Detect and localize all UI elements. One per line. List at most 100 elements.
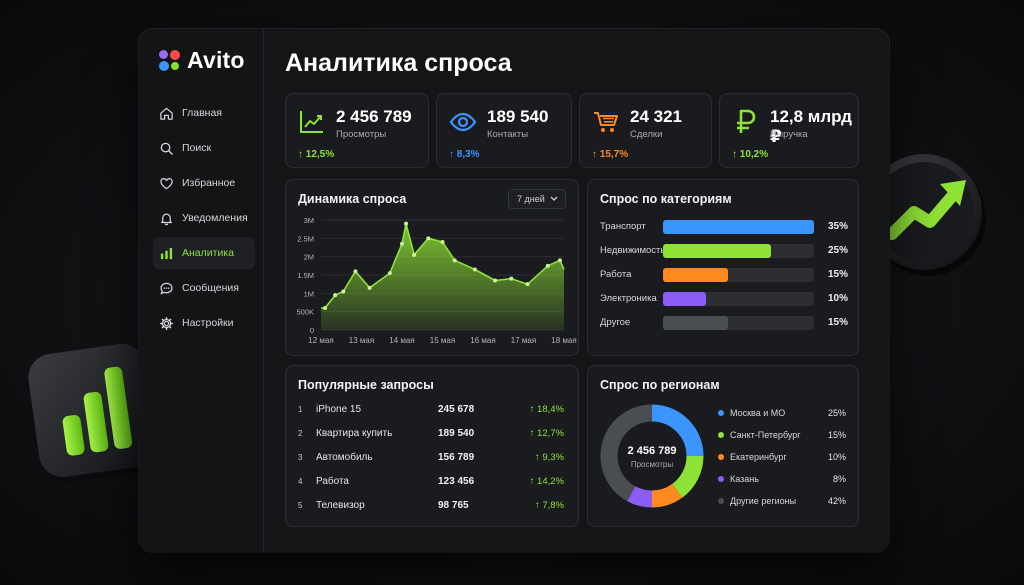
query-row[interactable]: 2 Квартира купить 189 540 ↑ 12,7% <box>298 427 564 443</box>
category-percent: 25% <box>827 245 848 256</box>
legend-dot <box>718 410 724 416</box>
query-row[interactable]: 3 Автомобиль 156 789 ↑ 9,3% <box>298 451 564 467</box>
region-name: Казань <box>730 474 759 484</box>
kpi-label: Сделки <box>630 129 663 140</box>
data-point <box>404 221 409 226</box>
x-tick-label: 17 мая <box>511 336 536 345</box>
region-percent: 25% <box>827 408 846 418</box>
x-tick-label: 15 мая <box>430 336 455 345</box>
donut-slice <box>671 455 704 498</box>
sidebar-nav: Главная Поиск Избранное Уведомления Анал… <box>153 97 255 342</box>
category-name: Работа <box>600 269 632 280</box>
kpi-card-revenue[interactable]: 12,8 млрд ₽ Выручка ↑ 10,2% <box>719 93 859 168</box>
category-row: Работа 15% <box>600 268 848 282</box>
data-point <box>493 278 498 283</box>
data-point <box>323 306 328 310</box>
sidebar-item-analytics[interactable]: Аналитика <box>153 237 255 269</box>
data-point <box>509 276 514 281</box>
card-title: Динамика спроса <box>298 192 407 206</box>
data-point <box>387 271 392 276</box>
category-name: Транспорт <box>600 221 646 232</box>
category-row: Другое 15% <box>600 316 848 330</box>
x-tick-label: 18 мая <box>551 336 576 345</box>
donut-slice <box>627 485 653 508</box>
kpi-change: ↑ 12,5% <box>298 149 335 160</box>
kpi-card-deals[interactable]: 24 321 Сделки ↑ 15,7% <box>579 93 712 168</box>
sidebar-item-label: Аналитика <box>182 247 234 259</box>
kpi-change: ↑ 10,2% <box>732 149 769 160</box>
cart-icon <box>594 112 618 132</box>
query-rank: 1 <box>298 405 303 414</box>
region-percent: 10% <box>827 452 846 462</box>
query-row[interactable]: 1 iPhone 15 245 678 ↑ 18,4% <box>298 403 564 419</box>
category-bar-track <box>663 268 814 282</box>
kpi-value: 2 456 789 <box>336 107 412 126</box>
sidebar-item-home[interactable]: Главная <box>153 97 255 129</box>
query-growth: ↑ 12,7% <box>529 428 564 439</box>
region-name: Другие регионы <box>730 496 797 506</box>
eye-icon <box>449 112 477 132</box>
query-growth: ↑ 7,8% <box>534 500 564 511</box>
demand-chart-card: Динамика спроса 7 дней 3M 2.5M 2M 1.5M 1M 500… <box>285 179 579 356</box>
region-percent: 8% <box>832 474 846 484</box>
query-row[interactable]: 5 Телевизор 98 765 ↑ 7,8% <box>298 499 564 515</box>
gear-icon <box>159 316 174 330</box>
data-point <box>341 289 346 294</box>
area-fill <box>321 223 564 330</box>
chevron-down-icon <box>550 196 558 201</box>
donut-slice <box>651 483 683 508</box>
category-bar <box>663 220 814 234</box>
category-bar <box>663 316 728 330</box>
kpi-label: Выручка <box>770 129 808 140</box>
sidebar-item-search[interactable]: Поиск <box>153 132 255 164</box>
query-text: iPhone 15 <box>316 404 362 415</box>
card-title: Популярные запросы <box>298 378 434 392</box>
app-window: Avito Главная Поиск Избранное Уведомлени… <box>139 29 889 552</box>
sidebar-item-label: Сообщения <box>182 282 239 294</box>
trend-up-icon <box>300 111 323 133</box>
main-content: Аналитика спроса 2 456 789 Просмотры ↑ 1… <box>265 29 889 552</box>
category-bar-track <box>663 244 814 258</box>
brand-logo[interactable]: Avito <box>159 47 245 74</box>
legend-dot <box>718 476 724 482</box>
category-row: Транспорт 35% <box>600 220 848 234</box>
category-row: Электроника 10% <box>600 292 848 306</box>
category-percent: 35% <box>827 221 848 232</box>
query-row[interactable]: 4 Работа 123 456 ↑ 14,2% <box>298 475 564 491</box>
sidebar-item-label: Уведомления <box>182 212 248 224</box>
sidebar-item-label: Главная <box>182 107 222 119</box>
kpi-value: 24 321 <box>630 107 682 126</box>
kpi-card-contacts[interactable]: 189 540 Контакты ↑ 8,3% <box>436 93 572 168</box>
category-bar <box>663 244 771 258</box>
query-text: Работа <box>316 476 349 487</box>
donut-center-label: Просмотры <box>630 460 674 469</box>
region-name: Москва и МО <box>730 408 786 418</box>
y-tick-label: 1.5M <box>297 271 314 280</box>
data-point <box>412 252 417 257</box>
sidebar-item-favorites[interactable]: Избранное <box>153 167 255 199</box>
bar-chart-icon <box>160 247 173 259</box>
category-name: Недвижимость <box>600 245 666 256</box>
brand-name: Avito <box>187 47 245 73</box>
sidebar: Avito Главная Поиск Избранное Уведомлени… <box>139 29 264 552</box>
sidebar-item-notifications[interactable]: Уведомления <box>153 202 255 234</box>
sidebar-item-messages[interactable]: Сообщения <box>153 272 255 304</box>
x-tick-label: 12 мая <box>308 336 333 345</box>
donut-slice <box>600 404 653 502</box>
bar-chart-badge-icon <box>28 343 162 483</box>
region-name: Екатеринбург <box>730 452 787 462</box>
legend-dot <box>718 454 724 460</box>
category-row: Недвижимость 25% <box>600 244 848 258</box>
category-name: Электроника <box>600 293 657 304</box>
data-point <box>545 263 550 268</box>
period-select[interactable]: 7 дней <box>508 189 566 209</box>
page-title: Аналитика спроса <box>285 49 512 77</box>
query-rank: 5 <box>298 501 303 510</box>
queries-card: Популярные запросы 1 iPhone 15 245 678 ↑ 18… <box>285 365 579 527</box>
query-rank: 4 <box>298 477 303 486</box>
trend-badge-icon <box>866 154 986 276</box>
sidebar-item-settings[interactable]: Настройки <box>153 307 255 339</box>
kpi-card-views[interactable]: 2 456 789 Просмотры ↑ 12,5% <box>285 93 429 168</box>
x-tick-label: 16 мая <box>470 336 495 345</box>
kpi-value: 12,8 млрд ₽ <box>770 107 852 146</box>
